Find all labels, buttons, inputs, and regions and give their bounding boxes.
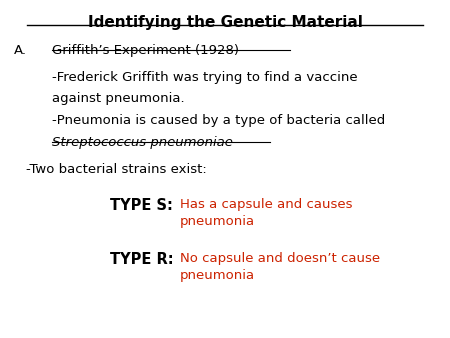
Text: A.: A. xyxy=(14,44,27,57)
Text: No capsule and doesn’t cause
pneumonia: No capsule and doesn’t cause pneumonia xyxy=(180,252,380,282)
Text: TYPE S:: TYPE S: xyxy=(110,198,173,213)
Text: Streptococcus pneumoniae: Streptococcus pneumoniae xyxy=(52,136,233,149)
Text: against pneumonia.: against pneumonia. xyxy=(52,92,184,105)
Text: TYPE R:: TYPE R: xyxy=(110,252,173,267)
Text: -Two bacterial strains exist:: -Two bacterial strains exist: xyxy=(26,163,207,176)
Text: Identifying the Genetic Material: Identifying the Genetic Material xyxy=(88,15,362,30)
Text: -Pneumonia is caused by a type of bacteria called: -Pneumonia is caused by a type of bacter… xyxy=(52,114,385,127)
Text: Griffith’s Experiment (1928): Griffith’s Experiment (1928) xyxy=(52,44,239,57)
Text: Has a capsule and causes
pneumonia: Has a capsule and causes pneumonia xyxy=(180,198,352,228)
Text: -Frederick Griffith was trying to find a vaccine: -Frederick Griffith was trying to find a… xyxy=(52,71,357,84)
